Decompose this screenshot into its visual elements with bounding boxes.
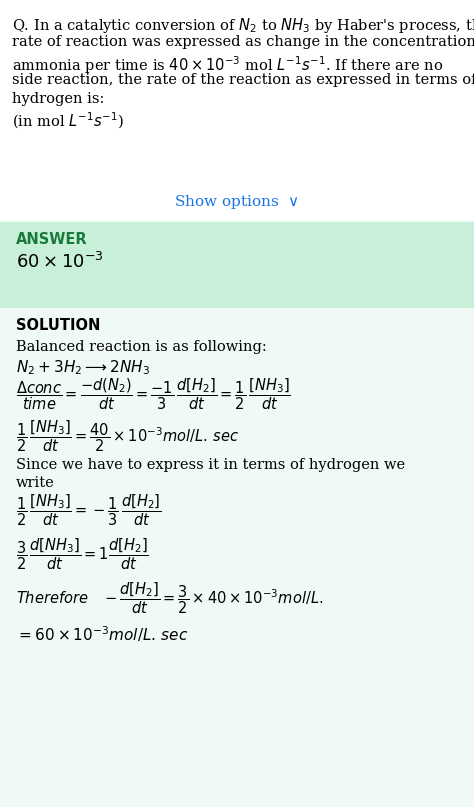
Bar (0, 220, 474, 807)
Text: Q. In a catalytic conversion of $N_2$ to $NH_3$ by Haber's process, the: Q. In a catalytic conversion of $N_2$ to… (12, 16, 474, 35)
Text: Balanced reaction is as following:: Balanced reaction is as following: (16, 340, 267, 354)
Text: SOLUTION: SOLUTION (16, 318, 100, 333)
Text: $60 \times 10^{-3}$: $60 \times 10^{-3}$ (16, 252, 104, 272)
Text: $Therefore \quad -\dfrac{d[H_2]}{dt} = \dfrac{3}{2} \times 40 \times 10^{-3}mol/: $Therefore \quad -\dfrac{d[H_2]}{dt} = \… (16, 580, 323, 616)
Text: side reaction, the rate of the reaction as expressed in terms of: side reaction, the rate of the reaction … (12, 73, 474, 87)
Text: ammonia per time is $40 \times 10^{-3}$ mol $L^{-1}s^{-1}$. If there are no: ammonia per time is $40 \times 10^{-3}$ … (12, 54, 443, 76)
Text: rate of reaction was expressed as change in the concentration of: rate of reaction was expressed as change… (12, 35, 474, 49)
Text: ANSWER: ANSWER (16, 232, 88, 247)
Text: $\dfrac{1}{2}\,\dfrac{[NH_3]}{dt} = -\dfrac{1}{3}\,\dfrac{d[H_2]}{dt}$: $\dfrac{1}{2}\,\dfrac{[NH_3]}{dt} = -\df… (16, 492, 162, 528)
Text: $\dfrac{3}{2}\,\dfrac{d[NH_3]}{dt} = 1\dfrac{d[H_2]}{dt}$: $\dfrac{3}{2}\,\dfrac{d[NH_3]}{dt} = 1\d… (16, 536, 149, 571)
Text: hydrogen is:: hydrogen is: (12, 92, 104, 106)
Bar (0, 222, 474, 308)
Text: (in mol $L^{-1}s^{-1}$): (in mol $L^{-1}s^{-1}$) (12, 111, 124, 132)
Text: $= 60 \times 10^{-3}mol/L.\,sec$: $= 60 \times 10^{-3}mol/L.\,sec$ (16, 624, 189, 644)
Bar (0, 0, 474, 215)
Text: $\dfrac{1}{2}\,\dfrac{[NH_3]}{dt} = \dfrac{40}{2} \times 10^{-3}mol/L.\,sec$: $\dfrac{1}{2}\,\dfrac{[NH_3]}{dt} = \dfr… (16, 418, 239, 454)
Text: Since we have to express it in terms of hydrogen we: Since we have to express it in terms of … (16, 458, 405, 472)
Text: write: write (16, 476, 55, 490)
Text: Show options  $\vee$: Show options $\vee$ (174, 193, 300, 211)
Text: $N_2 + 3H_2 \longrightarrow 2NH_3$: $N_2 + 3H_2 \longrightarrow 2NH_3$ (16, 358, 150, 377)
Text: $\dfrac{\Delta conc}{time} = \dfrac{-d(N_2)}{dt} = \dfrac{-1}{3}\,\dfrac{d[H_2]}: $\dfrac{\Delta conc}{time} = \dfrac{-d(N… (16, 376, 291, 412)
